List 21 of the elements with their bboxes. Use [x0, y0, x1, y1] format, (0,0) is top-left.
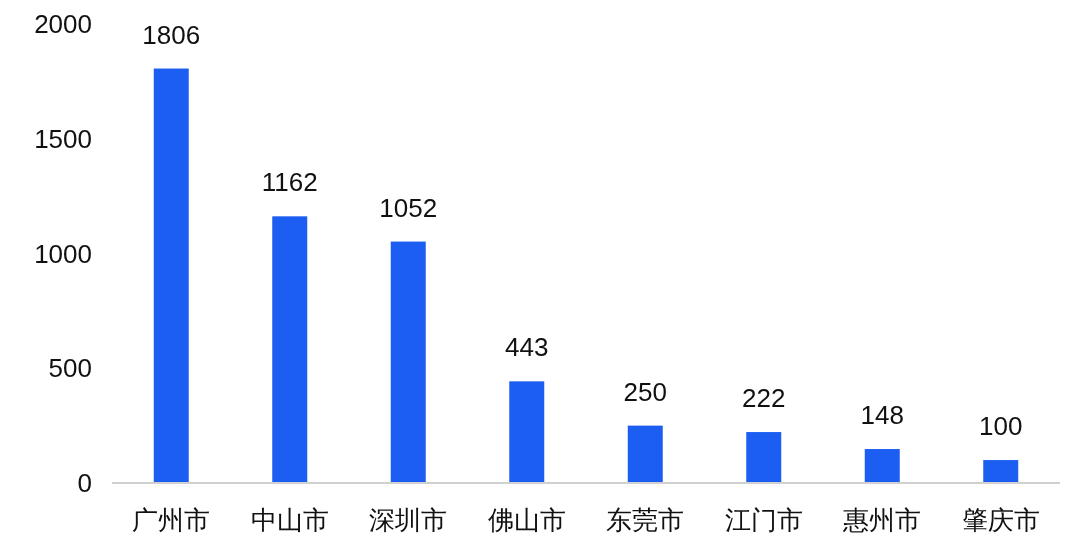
- xtick: 江门市: [724, 505, 803, 535]
- xtick: 深圳市: [369, 505, 448, 535]
- data-label: 443: [505, 332, 549, 363]
- data-label: 1806: [142, 19, 201, 50]
- xtick: 广州市: [132, 505, 211, 535]
- ytick: 1000: [34, 238, 92, 269]
- xtick: 佛山市: [487, 505, 566, 535]
- data-label: 1162: [261, 167, 318, 198]
- xtick: 中山市: [250, 505, 329, 535]
- data-label: 250: [623, 376, 667, 407]
- xtick: 肇庆市: [961, 505, 1040, 535]
- xtick: 东莞市: [606, 505, 685, 535]
- data-label: 100: [979, 411, 1023, 442]
- ytick: 1500: [34, 123, 92, 154]
- ytick: 500: [48, 353, 92, 384]
- xtick: 惠州市: [843, 505, 922, 535]
- data-label: 222: [742, 383, 786, 414]
- data-label: 1052: [379, 192, 438, 223]
- ytick: 0: [77, 468, 92, 498]
- data-label: 148: [860, 400, 904, 431]
- ytick: 2000: [34, 9, 92, 39]
